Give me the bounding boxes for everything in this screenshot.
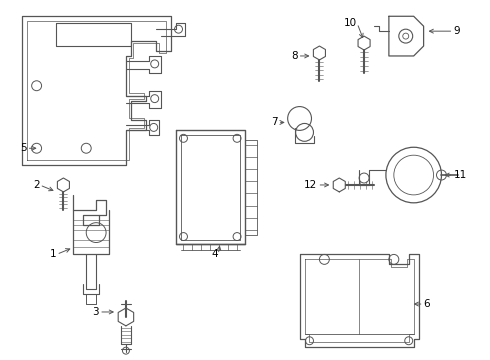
Text: 4: 4 (212, 249, 218, 260)
Text: 7: 7 (271, 117, 278, 127)
Text: 11: 11 (453, 170, 466, 180)
Text: 9: 9 (453, 26, 460, 36)
Text: 3: 3 (93, 307, 99, 317)
Text: 10: 10 (344, 18, 357, 28)
Text: 5: 5 (20, 143, 26, 153)
Text: 12: 12 (304, 180, 318, 190)
Text: 8: 8 (291, 51, 297, 61)
Text: 6: 6 (424, 299, 430, 309)
Text: 2: 2 (33, 180, 40, 190)
Text: 1: 1 (50, 249, 56, 260)
